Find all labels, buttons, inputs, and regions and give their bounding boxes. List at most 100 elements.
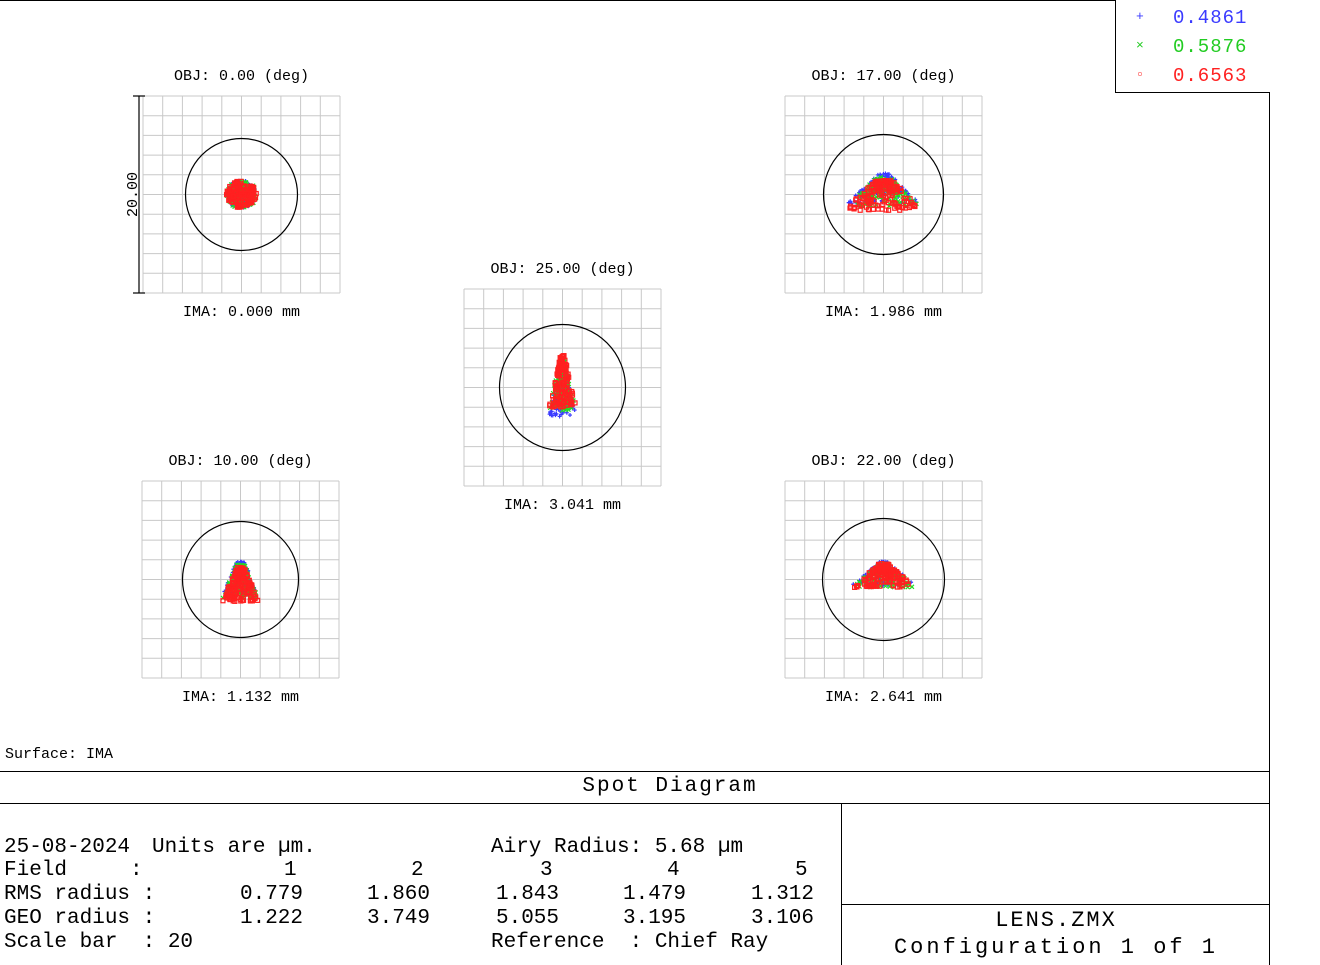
- spot-point: [239, 597, 246, 604]
- field-obj-label: OBJ: 17.00 (deg): [811, 68, 955, 85]
- spot-point: [572, 408, 577, 413]
- spot-point: [236, 567, 243, 573]
- spot-point: [883, 171, 888, 176]
- spot-point: [550, 393, 556, 399]
- spot-point: [875, 203, 881, 209]
- geo-value: 1.222: [240, 907, 304, 930]
- spot-point: [855, 582, 861, 589]
- spot-point: [869, 569, 875, 575]
- spot-point: [552, 411, 557, 416]
- date-text: 25-08-2024: [4, 836, 131, 859]
- spot-point: [883, 197, 889, 203]
- spot-point: [895, 204, 901, 210]
- field-ima-label: IMA: 1.986 mm: [825, 304, 942, 321]
- field-number: 4: [667, 859, 680, 882]
- spot-point: [872, 570, 878, 576]
- spot-point: [234, 594, 241, 601]
- field-ima-label: IMA: 0.000 mm: [183, 304, 300, 321]
- spot-point: [848, 205, 854, 211]
- spot-point: [858, 202, 865, 208]
- airy-disk-circle: [822, 133, 945, 256]
- spot-point: [569, 402, 575, 408]
- spot-point: [885, 173, 890, 178]
- spot-point: [870, 206, 876, 212]
- surface-label: Surface: IMA: [5, 746, 114, 763]
- spot-point: [240, 194, 246, 200]
- spot-point: [857, 207, 863, 213]
- airy-disk-circle: [498, 323, 627, 452]
- rms-label: RMS radius :: [4, 883, 156, 906]
- spot-point: [232, 180, 238, 186]
- field-ima-label: IMA: 1.132 mm: [182, 689, 299, 706]
- field-obj-label: OBJ: 0.00 (deg): [174, 68, 309, 85]
- spot-point: [865, 579, 871, 585]
- info-panel: 25-08-2024 Units are µm. Airy Radius: 5.…: [0, 804, 842, 965]
- spot-point: [905, 581, 911, 587]
- spot-point: [225, 585, 231, 591]
- spot-point: [235, 203, 241, 209]
- spot-point: [226, 590, 232, 597]
- spot-point: [854, 584, 860, 590]
- geo-value: 5.055: [496, 907, 560, 930]
- spot-point: [908, 203, 914, 209]
- plot-frame: [1269, 0, 1270, 965]
- field-ima-label: IMA: 2.641 mm: [825, 689, 942, 706]
- spot-point: [227, 187, 233, 193]
- spot-point: [879, 206, 885, 212]
- units-text: Units are µm.: [152, 836, 316, 859]
- spot-point: [888, 569, 894, 575]
- airy-disk-circle: [821, 517, 946, 642]
- spot-point: [874, 186, 880, 192]
- spot-point: [230, 193, 237, 200]
- field-ima-label: IMA: 3.041 mm: [504, 497, 621, 514]
- rms-value: 1.479: [623, 883, 687, 906]
- spot-point: [887, 578, 894, 585]
- rms-value: 1.312: [751, 883, 815, 906]
- spot-point: [227, 596, 233, 603]
- field-number: 3: [540, 859, 553, 882]
- spot-point: [869, 184, 875, 190]
- spot-point: [557, 414, 562, 419]
- rms-value: 1.843: [496, 883, 560, 906]
- spot-point: [883, 583, 888, 589]
- spot-point: [848, 199, 853, 204]
- spot-point: [899, 583, 905, 589]
- spot-point: [243, 186, 249, 193]
- spot-point: [250, 196, 256, 203]
- rms-value: 0.779: [240, 883, 304, 906]
- scale-bar-label: 20.00: [125, 172, 142, 217]
- spot-point: [552, 402, 558, 408]
- spot-point: [880, 178, 886, 184]
- spot-point: [564, 375, 570, 381]
- spot-point: [230, 596, 236, 602]
- lens-info-box: LENS.ZMX Configuration 1 of 1: [842, 904, 1270, 965]
- spot-point: [237, 585, 243, 591]
- spot-point: [547, 403, 553, 409]
- chart-title: Spot Diagram: [582, 775, 758, 798]
- spot-point: [877, 183, 883, 189]
- top-border: [0, 0, 1270, 1]
- legend-symbol-cross: ×: [1136, 38, 1144, 53]
- spot-point: [890, 200, 896, 206]
- spot-point: [871, 198, 877, 204]
- spot-point: [562, 391, 569, 397]
- spot-point: [889, 193, 895, 199]
- legend-label: 0.4861: [1173, 7, 1248, 29]
- geo-label: GEO radius :: [4, 907, 156, 930]
- spot-point: [562, 364, 568, 370]
- airy-disk-circle: [184, 137, 299, 252]
- spot-point: [238, 178, 244, 184]
- spot-point: [248, 190, 254, 196]
- field-label: Field :: [4, 859, 143, 882]
- spot-point: [253, 594, 259, 600]
- field-number: 2: [411, 859, 424, 882]
- title-bar: Spot Diagram: [0, 771, 1270, 804]
- spot-point: [890, 583, 897, 589]
- spot-point: [567, 391, 573, 397]
- lens-file-name: LENS.ZMX: [995, 908, 1117, 933]
- spot-point: [548, 409, 553, 414]
- spot-point: [863, 204, 869, 210]
- legend-entry-red: ▫ 0.6563: [1116, 65, 1271, 93]
- configuration-text: Configuration 1 of 1: [893, 935, 1219, 960]
- spot-point: [880, 193, 887, 199]
